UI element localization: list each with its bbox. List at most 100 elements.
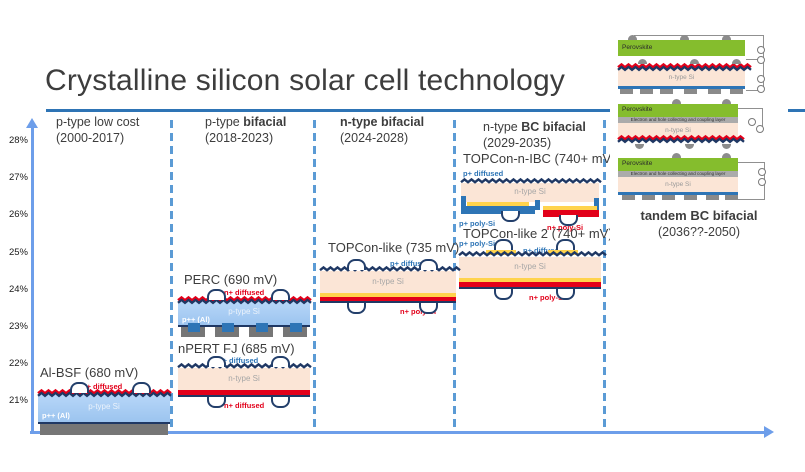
y-tick-22: 22%	[8, 358, 28, 369]
wire	[738, 108, 762, 109]
base-label: n-type Si	[228, 374, 260, 383]
y-axis-arrow-icon	[26, 118, 38, 128]
rear-local-contact	[222, 323, 234, 332]
contact-dot-icon	[685, 144, 694, 149]
contact-finger-icon	[494, 239, 513, 250]
y-tick-21: 21%	[8, 395, 28, 406]
si-base-label: n-type Si	[668, 74, 695, 81]
terminal-icon	[756, 125, 764, 133]
base-layer	[461, 183, 599, 202]
perovskite-label: Perovskite	[622, 44, 653, 51]
rear-contact-pad	[730, 89, 743, 94]
rear-contact-pad	[283, 327, 307, 337]
cell-title: PERC (690 mV)	[184, 272, 278, 287]
rear-interface-line	[459, 287, 601, 289]
si-base-label: n-type Si	[665, 181, 691, 188]
column-years: (2029-2035)	[483, 136, 552, 150]
column-name: n-type bifacial	[340, 115, 425, 129]
contact-finger-icon	[419, 259, 438, 270]
wire	[762, 108, 763, 130]
cell-diagram-topcon: TOPCon-like (735 mV) p+ diffused n-type …	[319, 240, 461, 318]
front-zigzag-texture	[177, 295, 312, 305]
terminal-icon	[757, 75, 765, 83]
y-tick-25: 25%	[8, 247, 28, 258]
column-header-n-type-bifacial: n-type bifacial (2024-2028)	[340, 114, 424, 146]
rear-interface-line	[178, 395, 310, 397]
rear-interface-line	[320, 301, 456, 303]
front-zigzag-texture	[460, 177, 602, 184]
wire	[634, 35, 764, 36]
front-diffusion-label: n+ diffused	[224, 288, 265, 297]
contact-finger-icon	[207, 397, 226, 408]
rear-local-contact	[290, 323, 302, 332]
rear-local-contact	[256, 323, 268, 332]
x-axis	[30, 431, 766, 434]
contact-finger-icon	[347, 303, 366, 314]
rear-contact-pad	[249, 327, 273, 337]
column-name: p-type bifacial	[205, 115, 287, 129]
perovskite-layer: Perovskite	[618, 104, 738, 117]
mid-riser	[535, 200, 540, 210]
rear-n-poly-layer	[543, 210, 599, 217]
cell-diagram-npert: nPERT FJ (685 mV) p+ diffused n-type Si …	[177, 341, 312, 416]
contact-dot-icon	[732, 59, 741, 64]
contact-dot-icon	[722, 35, 731, 40]
column-years: (2018-2023)	[205, 131, 274, 145]
column-header-p-type-low-cost: p-type low cost (2000-2017)	[56, 114, 139, 146]
contact-finger-icon	[347, 259, 366, 270]
front-poly-tab	[486, 250, 516, 255]
contact-finger-icon	[494, 289, 513, 300]
base-layer	[178, 302, 310, 325]
terminal-icon	[757, 85, 765, 93]
base-label: p-type Si	[228, 307, 260, 316]
rear-zigzag-texture	[617, 134, 745, 144]
tunnel-oxide-layer	[320, 293, 456, 297]
front-poly-label: p+ poly-Si	[459, 239, 496, 248]
base-layer	[178, 368, 310, 390]
column-name: n-type BC bifacial	[483, 120, 586, 134]
terminal-icon	[757, 56, 765, 64]
column-name: p-type low cost	[56, 115, 140, 129]
column-years: (2000-2017)	[56, 131, 125, 145]
front-poly-tab	[548, 250, 578, 255]
base-layer	[320, 271, 456, 293]
column-header-p-type-bifacial: p-type bifacial (2018-2023)	[205, 114, 286, 146]
rear-poly-label: n+ poly-Si	[400, 307, 437, 316]
y-tick-27: 27%	[8, 172, 28, 183]
tandem-diagrams-group: Perovskite n-type Si Perovskite Electron…	[610, 28, 788, 244]
coupling-layer: Electron and hole collecting and couplin…	[618, 171, 738, 177]
contact-finger-icon	[271, 397, 290, 408]
perovskite-label: Perovskite	[622, 160, 653, 167]
contact-finger-icon	[271, 289, 290, 300]
column-header-n-type-bc-bifacial: n-type BC bifacial (2029-2035)	[483, 119, 586, 151]
terminal-icon	[758, 178, 766, 186]
rear-p-poly-layer	[461, 206, 535, 214]
y-tick-28: 28%	[8, 135, 28, 146]
contact-dot-icon	[722, 144, 731, 149]
rear-interface-line	[178, 325, 310, 327]
rear-passivation-line	[618, 192, 738, 195]
cell-title: TOPCon-like (735 mV)	[328, 240, 460, 255]
contact-finger-icon	[559, 215, 578, 226]
rear-contact-pad	[640, 89, 653, 94]
column-years: (2024-2028)	[340, 131, 409, 145]
rear-p-poly-label: p+ poly-Si	[459, 219, 496, 228]
si-base-layer	[618, 123, 738, 138]
cell-diagram-topcon-like-2: TOPCon-like 2 (740+ mV) p+ poly-Si p+ di…	[458, 226, 613, 308]
coupling-label: Electron and hole collecting and couplin…	[630, 117, 726, 122]
column-divider-2	[313, 120, 316, 432]
coupling-label: Electron and hole collecting and couplin…	[630, 171, 726, 176]
rear-contact-pad	[706, 195, 719, 200]
rear-contact-pad	[181, 327, 205, 337]
contact-finger-icon	[207, 289, 226, 300]
perovskite-label: Perovskite	[622, 106, 653, 113]
rear-passivation-line	[618, 86, 745, 89]
perovskite-layer: Perovskite	[618, 40, 745, 56]
si-base-label: n-type Si	[665, 127, 691, 134]
column-divider-1	[170, 120, 173, 432]
tunnel-oxide-layer	[543, 206, 597, 210]
contact-dot-icon	[690, 59, 699, 64]
column-header-tandem-years: (2036??-2050)	[657, 225, 740, 239]
contact-finger-icon	[419, 303, 438, 314]
cell-title: nPERT FJ (685 mV)	[178, 341, 295, 356]
